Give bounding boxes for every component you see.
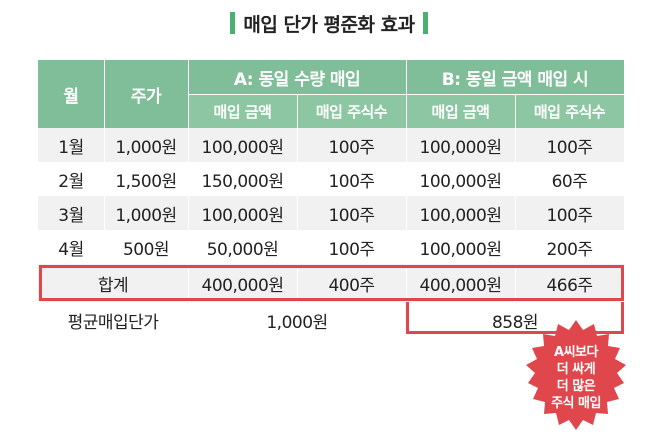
- row4-a-amount: 50,000원: [188, 230, 297, 264]
- starburst-shape: [526, 320, 626, 430]
- badge-line-3: 더 많은: [556, 379, 596, 394]
- row1-a-amount: 100,000원: [188, 128, 297, 162]
- header-b-shares: 매입 주식수: [515, 94, 624, 128]
- header-group-a: A: 동일 수량 매입: [188, 60, 406, 94]
- row4-a-shares: 100주: [297, 230, 406, 264]
- divider: [104, 60, 105, 264]
- row1-price: 1,000원: [104, 128, 188, 162]
- row2-a-amount: 150,000원: [188, 162, 297, 196]
- divider: [406, 60, 407, 338]
- total-a-amount: 400,000원: [188, 264, 297, 302]
- header-a-amount: 매입 금액: [188, 94, 297, 128]
- callout-badge: A씨보다 더 싸게 더 많은 주식 매입: [513, 318, 639, 438]
- divider: [297, 94, 298, 302]
- row2-b-shares: 60주: [515, 162, 624, 196]
- row2-price: 1,500원: [104, 162, 188, 196]
- row1-b-shares: 100주: [515, 128, 624, 162]
- avg-label: 평균매입단가: [38, 302, 188, 338]
- badge-line-4: 주식 매입: [551, 396, 601, 411]
- total-b-shares: 466주: [515, 264, 624, 302]
- row2-b-amount: 100,000원: [406, 162, 515, 196]
- badge-text: A씨보다 더 싸게 더 많은 주식 매입: [513, 318, 639, 438]
- row3-a-shares: 100주: [297, 196, 406, 230]
- avg-b-highlight-box: [406, 302, 624, 334]
- divider: [188, 94, 624, 95]
- total-highlight-box: [39, 265, 624, 301]
- title-right-bar: [422, 12, 428, 34]
- row3-price: 1,000원: [104, 196, 188, 230]
- header-price: 주가: [104, 60, 188, 128]
- divider: [515, 94, 516, 302]
- row1-month: 1월: [38, 128, 104, 162]
- total-b-amount: 400,000원: [406, 264, 515, 302]
- row4-b-shares: 200주: [515, 230, 624, 264]
- row4-price: 500원: [104, 230, 188, 264]
- total-a-shares: 400주: [297, 264, 406, 302]
- row3-b-shares: 100주: [515, 196, 624, 230]
- header-b-amount: 매입 금액: [406, 94, 515, 128]
- row4-b-amount: 100,000원: [406, 230, 515, 264]
- header-group-b: B: 동일 금액 매입 시: [406, 60, 624, 94]
- header-a-shares: 매입 주식수: [297, 94, 406, 128]
- title-left-bar: [230, 12, 236, 34]
- title-block: 매입 단가 평준화 효과: [0, 8, 658, 38]
- row2-a-shares: 100주: [297, 162, 406, 196]
- badge-line-2: 더 싸게: [556, 362, 596, 377]
- avg-a-value: 1,000원: [188, 302, 406, 338]
- row3-a-amount: 100,000원: [188, 196, 297, 230]
- row1-a-shares: 100주: [297, 128, 406, 162]
- row4-month: 4월: [38, 230, 104, 264]
- row2-month: 2월: [38, 162, 104, 196]
- divider: [188, 60, 189, 338]
- total-label: 합계: [38, 264, 188, 302]
- row1-b-amount: 100,000원: [406, 128, 515, 162]
- row3-b-amount: 100,000원: [406, 196, 515, 230]
- header-month: 월: [38, 60, 104, 128]
- row3-month: 3월: [38, 196, 104, 230]
- badge-line-1: A씨보다: [554, 345, 598, 360]
- page-title: 매입 단가 평준화 효과: [243, 13, 415, 36]
